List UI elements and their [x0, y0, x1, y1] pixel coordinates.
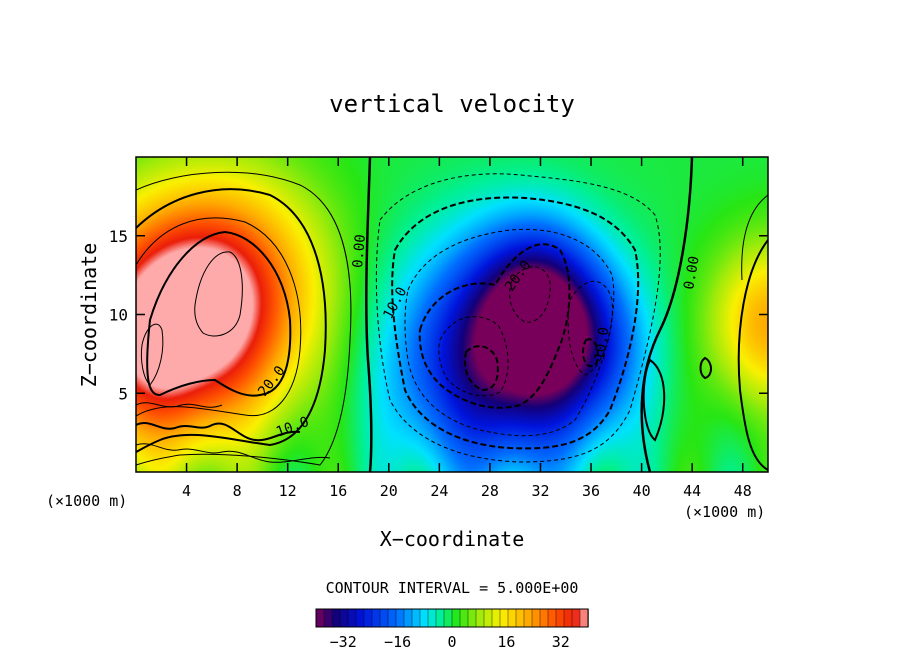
- colorbar-tick-label: −32: [330, 633, 357, 651]
- contour-label: 0.00: [350, 234, 369, 269]
- x-axis-label: X−coordinate: [380, 527, 525, 551]
- x-tick-label: 16: [329, 482, 347, 500]
- colorbar-cell: [579, 608, 589, 628]
- contour-neg-15: [404, 228, 615, 437]
- y-tick-label: 10: [109, 306, 128, 325]
- y-tick-label: 15: [109, 227, 128, 246]
- colorbar-tick-label: 16: [497, 633, 515, 651]
- colorbar-cell: [315, 608, 325, 628]
- colorbar-cell: [563, 608, 573, 628]
- colorbar-cell: [411, 608, 421, 628]
- colorbar-cell: [451, 608, 461, 628]
- x-unit-right: (×1000 m): [684, 503, 765, 521]
- colorbar-cell: [547, 608, 557, 628]
- x-tick-label: 44: [683, 482, 701, 500]
- colorbar-cell: [467, 608, 477, 628]
- x-tick-label: 8: [233, 482, 242, 500]
- colorbar-tick-label: 32: [552, 633, 570, 651]
- colorbar-cell: [371, 608, 381, 628]
- contour-zero-right: [640, 157, 694, 472]
- contour-neg-secondary-2: [581, 338, 599, 368]
- colorbar-cell: [499, 608, 509, 628]
- colorbar-cell: [523, 608, 533, 628]
- x-tick-label: 4: [182, 482, 191, 500]
- contour-neg-secondary: [567, 280, 613, 376]
- colorbar-cell: [475, 608, 485, 628]
- contour-pos-25b: [140, 323, 164, 386]
- colorbar-cell: [339, 608, 349, 628]
- colorbar-cell: [459, 608, 469, 628]
- contour-label: 10.0: [592, 326, 613, 362]
- heatmap-container: [136, 157, 768, 472]
- contour-pos-10: [136, 188, 327, 453]
- contour-zero-left: [365, 157, 373, 472]
- contour-right-edge: [741, 194, 768, 281]
- colorbar-cell: [539, 608, 549, 628]
- x-tick-label: 12: [279, 482, 297, 500]
- contour-neg-30: [464, 345, 499, 392]
- colorbar-cell: [379, 608, 389, 628]
- colorbar-cell: [435, 608, 445, 628]
- x-tick-label: 40: [633, 482, 651, 500]
- contour-lower-wiggle: [136, 422, 301, 442]
- contour-interval-label: CONTOUR INTERVAL = 5.000E+00: [326, 579, 579, 597]
- colorbar-cell: [419, 608, 429, 628]
- colorbar-cell: [443, 608, 453, 628]
- contour-lines: [136, 157, 768, 472]
- x-unit-left: (×1000 m): [46, 492, 127, 510]
- contour-neg-25b: [509, 266, 551, 323]
- x-tick-label: 36: [582, 482, 600, 500]
- colorbar: [315, 608, 589, 628]
- contour-lower-wiggle-2: [136, 443, 331, 463]
- heatmap-field: [136, 157, 768, 472]
- colorbar-cell: [483, 608, 493, 628]
- x-tick-label: 28: [481, 482, 499, 500]
- colorbar-cell: [531, 608, 541, 628]
- colorbar-cell: [427, 608, 437, 628]
- contour-label: 0.00: [681, 255, 703, 291]
- colorbar-cell: [347, 608, 357, 628]
- colorbar-ticks: −32 −16 0 16 32: [330, 633, 570, 651]
- y-tick-label: 5: [118, 384, 128, 403]
- x-axis: 4 8 12 16 20 24 28 32 36 40 44 48: [182, 157, 752, 500]
- colorbar-cell: [363, 608, 373, 628]
- contour-pos-5: [136, 171, 352, 466]
- contour-pos-15: [136, 217, 302, 417]
- x-tick-label: 20: [380, 482, 398, 500]
- contour-pos-25: [194, 251, 243, 337]
- colorbar-cell: [491, 608, 501, 628]
- colorbar-cell: [387, 608, 397, 628]
- colorbar-cell: [555, 608, 565, 628]
- colorbar-frame: [315, 608, 589, 628]
- y-axis-label: Z−coordinate: [77, 243, 101, 388]
- colorbar-cell: [355, 608, 365, 628]
- x-tick-label: 32: [531, 482, 549, 500]
- colorbar-tick-label: −16: [384, 633, 411, 651]
- colorbar-cell: [571, 608, 581, 628]
- contour-zero-small: [642, 358, 666, 442]
- colorbar-cell: [507, 608, 517, 628]
- contour-neg-20: [418, 243, 571, 409]
- colorbar-cell: [403, 608, 413, 628]
- contour-neg-10: [391, 196, 640, 450]
- colorbar-cell: [331, 608, 341, 628]
- colorbar-cell: [323, 608, 333, 628]
- contour-zero-right-2: [737, 239, 768, 471]
- chart-title: vertical velocity: [329, 90, 575, 118]
- x-tick-label: 48: [734, 482, 752, 500]
- y-axis: 5 10 15: [109, 227, 768, 403]
- colorbar-tick-label: 0: [447, 633, 456, 651]
- colorbar-cell: [395, 608, 405, 628]
- colorbar-cell: [515, 608, 525, 628]
- contour-lower-wiggle-3: [136, 402, 223, 408]
- x-tick-label: 24: [430, 482, 448, 500]
- contour-zero-small-2: [699, 356, 712, 380]
- contour-pos-20: [146, 230, 292, 397]
